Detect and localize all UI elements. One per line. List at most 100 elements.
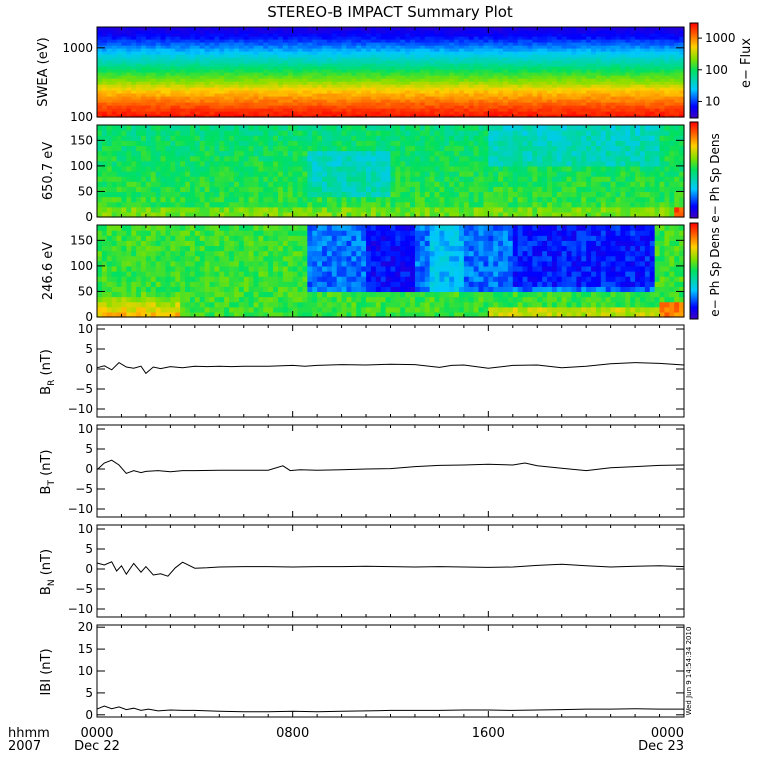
pad-650-heatmap-cell [273,160,279,167]
pad-650-heatmap-cell [155,196,162,203]
pad-650-heatmap-cell [468,181,475,187]
swea-heatmap-cell [400,90,406,94]
swea-heatmap-cell [517,90,524,94]
pad-650-heatmap-cell [468,196,475,203]
swea-heatmap-cell [307,54,313,58]
swea-heatmap-cell [537,108,543,112]
swea-heatmap-cell [507,81,514,85]
swea-heatmap-cell [170,111,176,115]
swea-heatmap-cell [595,87,602,91]
swea-heatmap-cell [395,54,401,58]
swea-heatmap-cell [141,36,147,40]
swea-heatmap-cell [302,66,308,70]
pad-650-heatmap-cell [424,165,431,172]
swea-heatmap-cell [610,102,617,106]
swea-heatmap-cell [419,48,426,52]
pad-650-heatmap-cell [366,176,372,182]
pad-650-heatmap-cell [542,206,548,213]
swea-heatmap-cell [194,90,201,94]
swea-heatmap-cell [600,51,607,55]
pad-650-heatmap-cell [473,211,480,218]
pad-650-heatmap-cell [243,206,250,213]
swea-heatmap-cell [566,96,573,100]
swea-heatmap-cell [635,75,641,79]
pad-650-heatmap-cell [214,211,220,218]
swea-heatmap-cell [209,90,215,94]
swea-heatmap-cell [356,87,362,91]
swea-heatmap-cell [439,93,445,97]
pad-650-heatmap-cell [654,186,661,193]
swea-heatmap-cell [160,66,167,70]
swea-heatmap-cell [439,60,445,64]
swea-heatmap-cell [581,51,587,55]
swea-heatmap-cell [620,114,626,118]
swea-heatmap-cell [160,30,167,34]
swea-heatmap-cell [380,108,387,112]
swea-heatmap-cell [312,105,318,109]
swea-heatmap-cell [669,96,675,100]
swea-heatmap-cell [224,93,230,97]
pad-650-heatmap-cell [586,201,592,208]
swea-heatmap-cell [175,30,181,34]
swea-heatmap-cell [209,75,215,79]
swea-heatmap-cell [136,108,142,112]
pad-650-heatmap-cell [385,155,392,162]
pad-650-heatmap-cell [224,181,230,187]
swea-heatmap-cell [116,105,123,109]
swea-heatmap-cell [625,93,631,97]
swea-heatmap-cell [615,93,622,97]
swea-heatmap-cell [219,75,225,79]
pad-650-heatmap-cell [287,211,294,218]
swea-heatmap-cell [551,93,558,97]
swea-heatmap-cell [380,66,387,70]
swea-heatmap-cell [429,111,436,115]
swea-heatmap-cell [571,96,577,100]
swea-heatmap-cell [542,90,548,94]
swea-heatmap-cell [185,45,191,49]
swea-heatmap-cell [586,102,592,106]
pad-650-heatmap-cell [674,181,680,187]
swea-heatmap-cell [551,36,558,40]
pad-650-heatmap-cell [341,206,348,213]
pad-650-heatmap-cell [571,176,577,182]
swea-heatmap-cell [551,51,558,55]
pad-650-heatmap-cell [615,186,622,193]
pad-650-heatmap-cell [664,191,670,198]
swea-heatmap-cell [595,102,602,106]
pad-650-heatmap-cell [576,186,582,193]
swea-heatmap-cell [522,96,529,100]
swea-heatmap-cell [150,105,157,109]
swea-heatmap-cell [302,75,308,79]
swea-heatmap-cell [390,102,396,106]
pad-650-heatmap-cell [351,206,357,213]
pad-650-heatmap-cell [532,201,538,208]
swea-heatmap-cell [155,27,162,31]
swea-heatmap-cell [542,27,548,31]
pad-650-heatmap-cell [679,181,685,187]
swea-heatmap-cell [679,63,685,67]
swea-heatmap-cell [366,114,372,118]
pad-650-heatmap-cell [233,211,240,218]
pad-650-heatmap-cell [659,191,666,198]
swea-heatmap-cell [155,105,162,109]
pad-650-heatmap-cell [625,171,631,177]
pad-650-heatmap-cell [336,176,343,182]
swea-heatmap-cell [199,48,206,52]
swea-heatmap-cell [106,60,113,64]
swea-heatmap-cell [116,111,123,115]
swea-heatmap-cell [219,108,225,112]
pad-650-heatmap-cell [326,176,333,182]
swea-heatmap-cell [317,96,323,100]
swea-heatmap-cell [483,114,489,118]
swea-heatmap-cell [586,36,592,40]
pad-650-heatmap-cell [639,176,646,182]
swea-heatmap-cell [155,66,162,70]
swea-heatmap-cell [449,108,455,112]
swea-heatmap-cell [165,108,171,112]
swea-heatmap-cell [356,75,362,79]
swea-heatmap-cell [649,75,656,79]
swea-heatmap-cell [185,99,191,103]
swea-heatmap-cell [150,30,157,34]
pad-650-heatmap-cell [547,165,553,172]
swea-heatmap-cell [214,108,220,112]
